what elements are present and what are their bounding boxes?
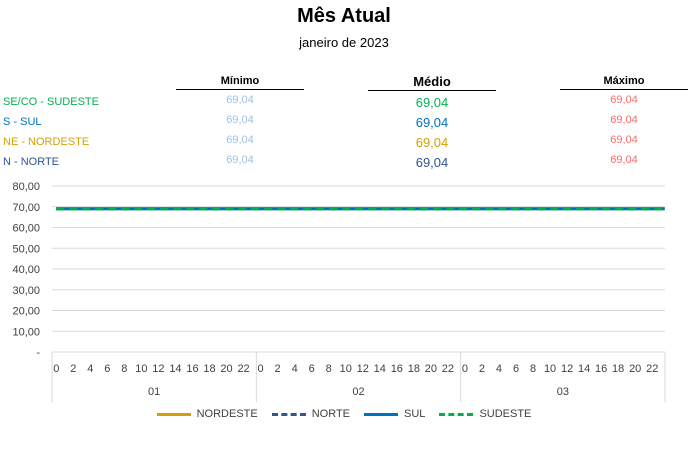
x-tick-label: 12	[357, 363, 369, 375]
x-tick-label: 12	[561, 363, 573, 375]
day-label: 01	[148, 386, 160, 398]
day-label: 02	[352, 386, 364, 398]
x-tick-label: 2	[479, 363, 485, 375]
legend-item: SUDESTE	[439, 408, 531, 420]
x-tick-label: 14	[169, 363, 181, 375]
chart-title: Mês Atual	[297, 5, 391, 27]
x-tick-label: 2	[70, 363, 76, 375]
legend-swatch	[156, 412, 191, 416]
y-tick-label: 50,00	[12, 243, 40, 255]
value-min: 69,04	[226, 94, 254, 106]
y-tick-label: 60,00	[12, 223, 40, 235]
y-tick-label: 10,00	[12, 326, 40, 338]
x-tick-label: 18	[612, 363, 624, 375]
value-min: 69,04	[226, 154, 254, 166]
x-tick-label: 16	[595, 363, 607, 375]
row-label: N - NORTE	[3, 156, 60, 168]
legend-item: NORDESTE	[156, 408, 258, 420]
x-tick-label: 10	[544, 363, 556, 375]
x-tick-label: 4	[496, 363, 502, 375]
y-tick-label: 40,00	[12, 264, 40, 276]
x-tick-label: 20	[425, 363, 437, 375]
legend-item: NORTE	[271, 408, 351, 420]
value-med: 69,04	[415, 155, 449, 170]
legend-label: SUL	[404, 408, 426, 420]
column-header-max: Máximo	[560, 75, 688, 90]
x-tick-label: 6	[309, 363, 315, 375]
x-tick-label: 8	[326, 363, 332, 375]
x-tick-label: 4	[292, 363, 298, 375]
value-max: 69,04	[610, 154, 638, 166]
value-min: 69,04	[226, 114, 254, 126]
x-tick-label: 6	[104, 363, 110, 375]
value-med: 69,04	[415, 135, 449, 150]
value-min: 69,04	[226, 134, 254, 146]
x-tick-label: 20	[220, 363, 232, 375]
y-tick-label: 80,00	[12, 181, 40, 193]
value-med: 69,04	[415, 95, 449, 110]
legend-label: NORDESTE	[196, 408, 258, 420]
row-label: SE/CO - SUDESTE	[3, 96, 99, 108]
day-label: 03	[557, 386, 569, 398]
legend-label: NORTE	[311, 408, 351, 420]
value-max: 69,04	[610, 94, 638, 106]
x-tick-label: 0	[258, 363, 264, 375]
x-tick-label: 6	[513, 363, 519, 375]
x-tick-label: 20	[629, 363, 641, 375]
x-tick-label: 22	[442, 363, 454, 375]
chart-subtitle: janeiro de 2023	[299, 35, 389, 50]
x-tick-label: 2	[275, 363, 281, 375]
x-tick-label: 8	[121, 363, 127, 375]
y-tick-label: 70,00	[12, 202, 40, 214]
line-chart: - 10,00 20,00 30,00 40,00 50,00 60,00 70,00 80,0…	[12, 181, 666, 402]
value-med: 69,04	[415, 115, 449, 130]
y-tick-label: -	[36, 347, 40, 359]
x-tick-label: 10	[340, 363, 352, 375]
value-max: 69,04	[610, 134, 638, 146]
x-tick-label: 16	[186, 363, 198, 375]
x-tick-label: 22	[237, 363, 249, 375]
column-header-min: Mínimo	[176, 75, 304, 90]
x-tick-label: 0	[462, 363, 468, 375]
row-label: NE - NORDESTE	[3, 136, 90, 148]
legend-item: SUL	[364, 408, 425, 420]
legend-swatch	[271, 412, 306, 416]
legend-swatch	[439, 412, 474, 416]
x-tick-label: 10	[135, 363, 147, 375]
x-tick-label: 0	[53, 363, 59, 375]
x-tick-label: 14	[578, 363, 590, 375]
x-tick-label: 18	[203, 363, 215, 375]
y-tick-label: 30,00	[12, 285, 40, 297]
chart-legend: NORDESTE NORTE SUL SUDESTE	[0, 408, 688, 420]
row-label: S - SUL	[3, 116, 42, 128]
x-tick-label: 22	[646, 363, 658, 375]
legend-swatch	[364, 412, 399, 416]
x-tick-label: 18	[408, 363, 420, 375]
legend-label: SUDESTE	[479, 408, 532, 420]
x-tick-label: 4	[87, 363, 93, 375]
x-tick-label: 14	[374, 363, 386, 375]
y-tick-label: 20,00	[12, 306, 40, 318]
x-tick-label: 8	[530, 363, 536, 375]
x-tick-label: 12	[152, 363, 164, 375]
value-max: 69,04	[610, 114, 638, 126]
column-header-med: Médio	[368, 74, 496, 91]
x-tick-label: 16	[391, 363, 403, 375]
